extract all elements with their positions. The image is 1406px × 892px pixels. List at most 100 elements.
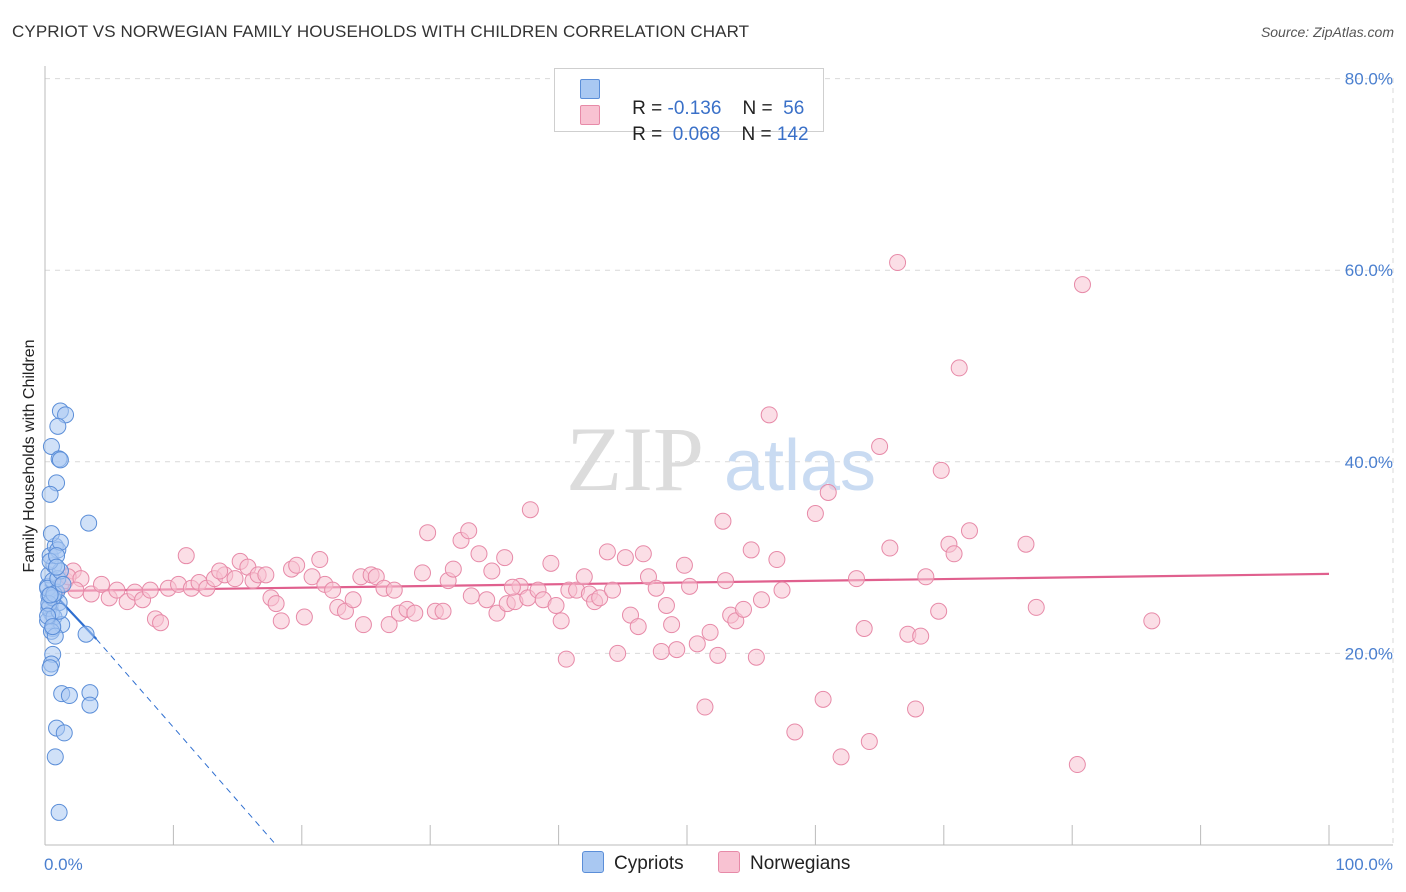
r-label: R =: [632, 124, 663, 145]
bottom-legend-norwegians: Norwegians: [718, 851, 850, 875]
cypriot-point: [81, 696, 99, 714]
norwegian-point: [478, 591, 496, 609]
norwegian-point: [406, 604, 424, 622]
norwegian-point: [889, 254, 907, 272]
cypriot-point: [41, 659, 59, 677]
norwegians-swatch: [718, 851, 740, 873]
norwegian-point: [503, 578, 521, 596]
norwegian-point: [860, 733, 878, 751]
norwegian-point: [747, 648, 765, 666]
norwegian-point: [681, 577, 699, 595]
norwegian-point: [945, 545, 963, 563]
cypriot-point: [42, 437, 60, 455]
norwegian-point: [616, 549, 634, 567]
norwegian-point: [752, 591, 770, 609]
source-label: Source: ZipAtlas.com: [1260, 24, 1394, 40]
grid-lines: [45, 78, 1394, 845]
norwegian-point: [634, 545, 652, 563]
r-label: R =: [632, 98, 663, 119]
norwegian-point: [819, 483, 837, 501]
norwegian-point: [832, 748, 850, 766]
cypriots-swatch: [582, 851, 604, 873]
norwegian-point: [734, 600, 752, 618]
norwegian-point: [714, 512, 732, 530]
x-tick-label: 0.0%: [44, 855, 83, 874]
norwegian-point: [1068, 756, 1086, 774]
norwegian-point: [226, 570, 244, 588]
y-tick-labels: 20.0% 40.0% 60.0% 80.0%: [1345, 70, 1393, 664]
norwegian-point: [1027, 598, 1045, 616]
norwegian-point: [668, 641, 686, 659]
norwegian-point: [295, 608, 313, 626]
norwegian-point: [696, 698, 714, 716]
norwegian-swatch: [580, 105, 600, 125]
r-value: -0.136: [667, 98, 722, 119]
norwegian-point: [806, 505, 824, 523]
norwegian-point: [92, 575, 110, 593]
cypriot-point: [50, 803, 68, 821]
norwegian-point: [701, 623, 719, 641]
norwegian-point: [460, 522, 478, 540]
norwegian-point: [311, 551, 329, 569]
norwegian-point: [413, 564, 431, 582]
norwegian-point: [521, 501, 539, 519]
x-tick-labels: 0.0% 100.0%: [44, 855, 1393, 874]
norwegian-point: [385, 581, 403, 599]
norwegian-point: [419, 524, 437, 542]
norwegian-point: [434, 602, 452, 620]
norwegian-point: [444, 560, 462, 578]
norwegian-point: [272, 612, 290, 630]
norwegian-point: [629, 618, 647, 636]
cypriot-point: [60, 687, 78, 705]
norwegian-point: [542, 554, 560, 572]
norwegian-point: [288, 556, 306, 574]
cypriot-point: [55, 724, 73, 742]
norwegian-point: [591, 589, 609, 607]
norwegian-point: [663, 616, 681, 634]
y-tick-label: 60.0%: [1345, 261, 1393, 280]
norwegian-point: [881, 539, 899, 557]
norwegian-point: [575, 568, 593, 586]
legend-row-cypriot: R = -0.136 N = 56: [580, 76, 804, 119]
norwegian-point: [657, 597, 675, 614]
axes: [44, 66, 1393, 846]
norwegian-point: [786, 723, 804, 741]
norwegian-point: [814, 690, 832, 708]
norwegian-point: [960, 522, 978, 540]
n-label: N =: [742, 98, 773, 119]
cypriot-point: [54, 575, 72, 593]
r-value: 0.068: [667, 124, 721, 145]
norwegian-point: [462, 587, 480, 605]
norwegian-point: [354, 616, 372, 634]
norwegian-point: [768, 551, 786, 569]
norwegian-point: [380, 616, 398, 634]
norwegian-point: [303, 568, 321, 586]
norwegian-point: [483, 562, 501, 580]
norwegian-point: [871, 437, 889, 455]
norwegian-point: [847, 570, 865, 588]
norwegian-point: [912, 627, 930, 645]
correlation-legend: R = -0.136 N = 56 R = 0.068 N = 142: [554, 68, 824, 145]
norwegian-point: [773, 581, 791, 599]
cypriot-point: [46, 748, 64, 766]
cypriot-point: [44, 618, 62, 636]
n-value: 56: [777, 98, 805, 119]
norwegian-point: [552, 612, 570, 630]
norwegian-point: [604, 581, 622, 599]
norwegian-point: [547, 597, 565, 614]
cypriot-point: [41, 586, 59, 604]
chart-title: CYPRIOT VS NORWEGIAN FAMILY HOUSEHOLDS W…: [12, 22, 750, 41]
norwegian-point: [609, 644, 627, 662]
norwegian-point: [930, 602, 948, 620]
norwegian-point: [324, 581, 342, 599]
y-tick-label: 20.0%: [1345, 644, 1393, 663]
norwegian-point: [598, 543, 616, 561]
cypriot-point: [77, 625, 95, 643]
norwegian-point: [557, 650, 575, 668]
norwegian-point: [152, 614, 170, 632]
norwegian-point: [108, 581, 126, 599]
norwegian-point: [917, 568, 935, 586]
x-tick-label: 100.0%: [1335, 855, 1393, 874]
cypriot-point: [41, 485, 59, 503]
norwegian-point: [647, 579, 665, 597]
